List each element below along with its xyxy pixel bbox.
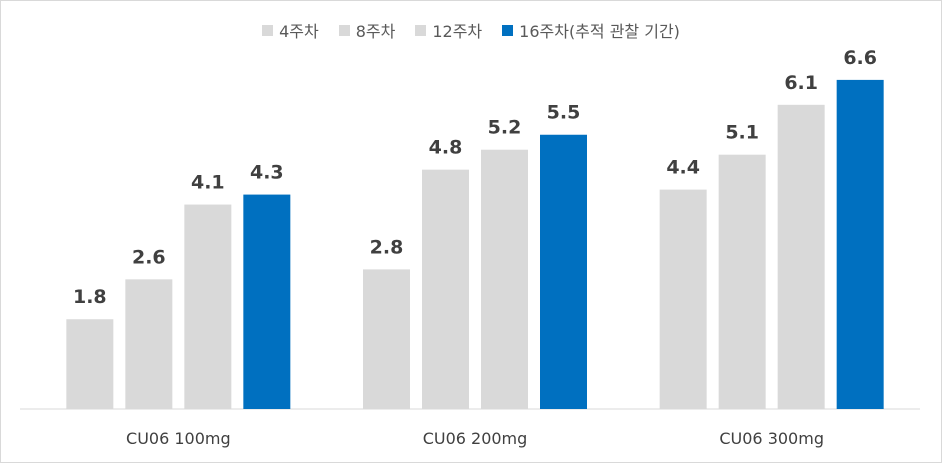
value-label-0-1: 2.6	[132, 246, 166, 268]
legend-swatch-week8	[338, 24, 350, 36]
bar-0-2	[184, 204, 232, 409]
bar-1-0	[363, 269, 410, 409]
category-label-0: CU06 100mg	[126, 429, 231, 448]
bar-1-1	[422, 169, 469, 409]
value-label-2-3: 6.6	[843, 47, 877, 69]
legend-swatch-week12	[415, 24, 427, 36]
legend-item-week8: 8주차	[338, 18, 396, 42]
bar-0-0	[66, 319, 114, 409]
legend-swatch-week4	[262, 24, 274, 36]
legend-label-week12: 12주차	[432, 22, 483, 41]
value-label-1-2: 5.2	[488, 117, 522, 139]
value-label-2-2: 6.1	[784, 72, 818, 94]
legend-item-week16: 16주차(추적 관찰 기간)	[502, 18, 680, 42]
value-label-0-2: 4.1	[191, 172, 225, 194]
bar-0-1	[125, 279, 173, 409]
bar-0-3	[243, 194, 291, 409]
value-label-2-1: 5.1	[725, 122, 759, 144]
value-label-0-0: 1.8	[73, 286, 107, 308]
bar-2-3	[836, 79, 884, 409]
bar-1-2	[481, 149, 528, 409]
legend-item-week4: 4주차	[262, 18, 319, 42]
bar-2-1	[718, 154, 766, 409]
legend-label-week8: 8주차	[355, 22, 396, 41]
legend-item-week12: 12주차	[415, 18, 482, 42]
bar-1-3	[540, 134, 587, 410]
value-label-2-0: 4.4	[666, 157, 700, 179]
category-label-2: CU06 300mg	[719, 429, 824, 448]
value-label-1-1: 4.8	[429, 137, 463, 159]
value-label-1-3: 5.5	[547, 102, 581, 124]
legend-label-week4: 4주차	[279, 22, 319, 41]
legend: 4주차 8주차 12주차 16주차(추적 관찰 기간)	[0, 18, 942, 42]
legend-swatch-week16	[502, 24, 514, 36]
legend-label-week16: 16주차(추적 관찰 기간)	[519, 22, 680, 41]
category-label-1: CU06 200mg	[423, 429, 528, 448]
value-label-1-0: 2.8	[370, 236, 404, 258]
value-label-0-3: 4.3	[250, 162, 284, 184]
bar-2-2	[777, 104, 825, 409]
bar-2-0	[659, 189, 707, 409]
